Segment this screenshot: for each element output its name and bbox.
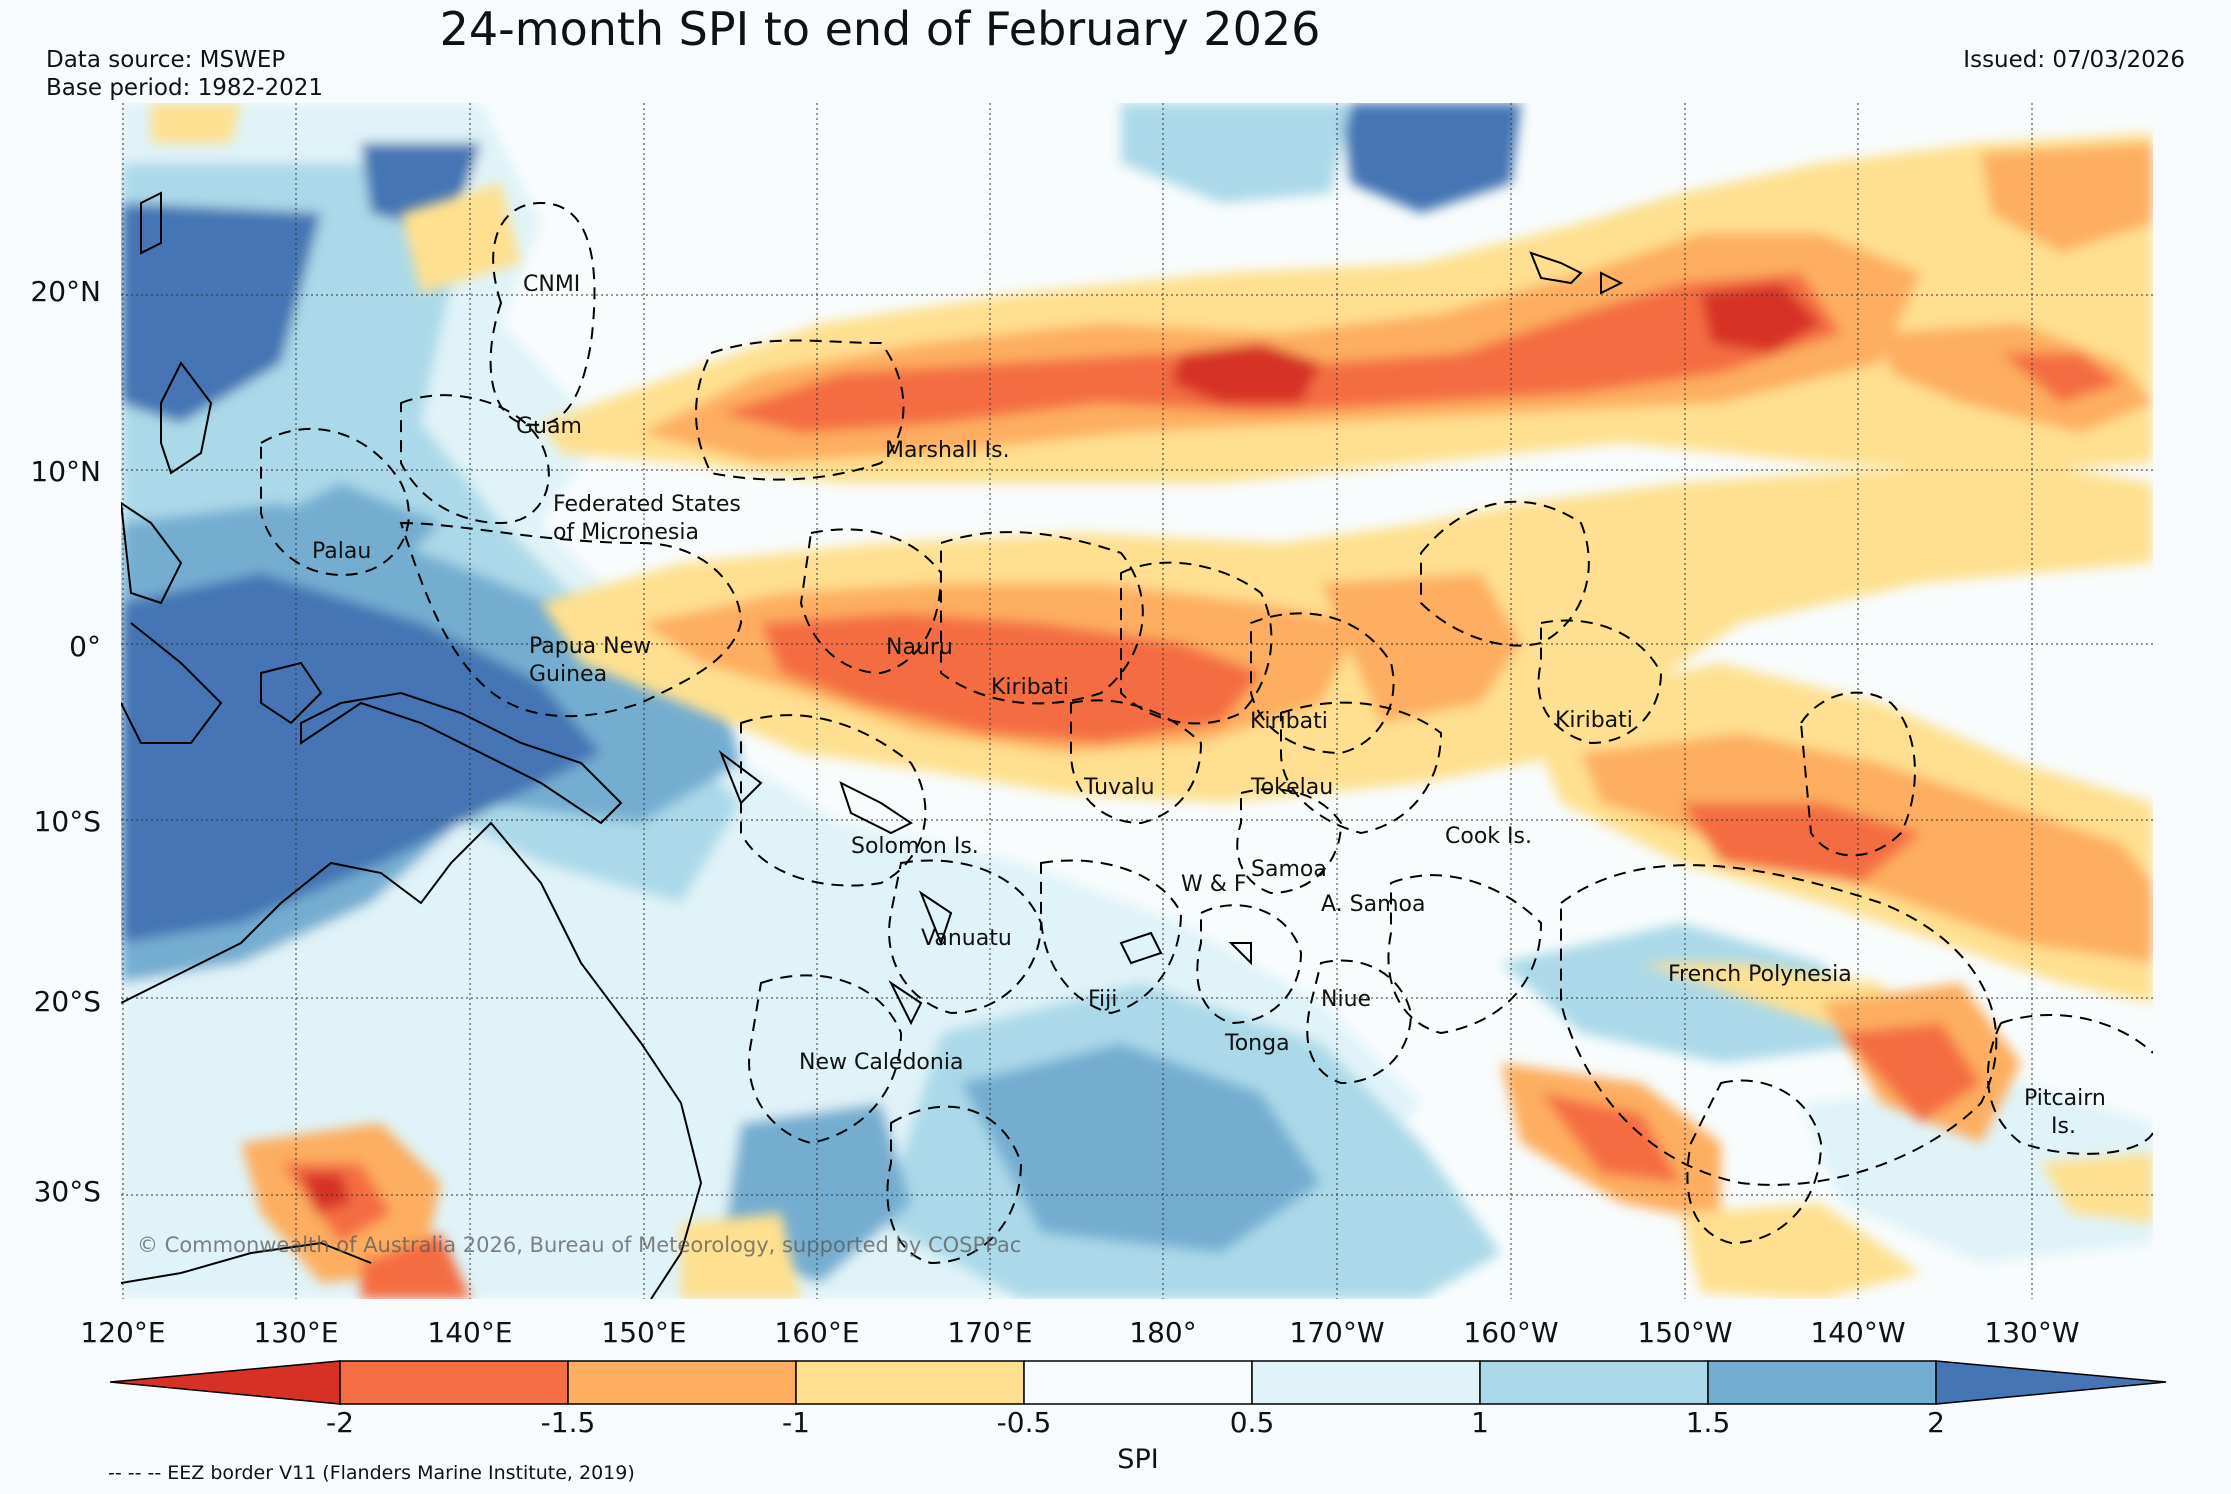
colorbar-bin-5	[1251, 1360, 1481, 1405]
coastlines	[121, 191, 1624, 1299]
colorbar-extend-low	[110, 1360, 341, 1405]
dry-anomaly-areas	[151, 103, 2153, 1299]
wet-anomaly-areas	[121, 103, 2153, 1299]
colorbar-tick: 2	[1927, 1406, 1945, 1439]
label-tuvalu: Tuvalu	[1084, 775, 1155, 800]
lon-label-170w: 170°W	[1289, 1316, 1385, 1349]
label-cnmi: CNMI	[523, 272, 581, 297]
label-kiribati-phoenix: Kiribati	[1250, 709, 1328, 734]
eez-footnote: -- -- -- EEZ border V11 (Flanders Marine…	[108, 1462, 635, 1484]
label-tonga: Tonga	[1225, 1031, 1290, 1056]
colorbar-tick: 0.5	[1229, 1406, 1275, 1439]
lon-label-170e: 170°E	[947, 1316, 1033, 1349]
lon-label-150w: 150°W	[1637, 1316, 1733, 1349]
lon-label-180: 180°	[1129, 1316, 1197, 1349]
label-pitcairn-line2: Is.	[2051, 1114, 2076, 1139]
label-new-caledonia: New Caledonia	[799, 1050, 964, 1075]
lon-label-150e: 150°E	[601, 1316, 687, 1349]
label-niue: Niue	[1321, 987, 1372, 1012]
label-cook-is: Cook Is.	[1445, 824, 1532, 849]
colorbar-extend-high	[1935, 1360, 2167, 1405]
lon-label-120e: 120°E	[80, 1316, 166, 1349]
label-vanuatu: Vanuatu	[921, 926, 1012, 951]
colorbar-bin-2	[567, 1360, 797, 1405]
label-fsm-line2: of Micronesia	[553, 520, 699, 545]
label-fsm-line1: Federated States	[553, 492, 741, 517]
label-nauru: Nauru	[886, 635, 953, 660]
colorbar-tick: 1.5	[1685, 1406, 1731, 1439]
spi-field	[121, 103, 2153, 1299]
colorbar-tick: -1.5	[540, 1406, 596, 1439]
colorbar-bin-3	[795, 1360, 1025, 1405]
copyright-notice: © Commonwealth of Australia 2026, Bureau…	[137, 1233, 1022, 1257]
data-source: Data source: MSWEP	[46, 47, 286, 73]
colorbar-tick: -0.5	[996, 1406, 1052, 1439]
lat-label-30s: 30°S	[33, 1175, 101, 1208]
lon-label-130w: 130°W	[1984, 1316, 2080, 1349]
colorbar-tick: 1	[1471, 1406, 1489, 1439]
eez-borders	[260, 201, 2153, 1265]
spi-map: CNMI Guam Marshall Is. Federated States …	[121, 103, 2153, 1299]
colorbar-bin-7	[1707, 1360, 1937, 1405]
lon-label-160w: 160°W	[1463, 1316, 1559, 1349]
graticule	[121, 103, 2153, 1299]
colorbar-bin-4	[1023, 1360, 1253, 1405]
label-palau: Palau	[312, 539, 372, 564]
lat-label-20n: 20°N	[30, 275, 101, 308]
colorbar-label: SPI	[1117, 1444, 1159, 1475]
label-wallis-futuna: W & F	[1181, 872, 1247, 897]
colorbar	[110, 1360, 2167, 1405]
label-american-samoa: A. Samoa	[1321, 892, 1426, 917]
label-kiribati-line: Kiribati	[1555, 708, 1633, 733]
lon-label-130e: 130°E	[253, 1316, 339, 1349]
lat-label-10n: 10°N	[30, 455, 101, 488]
label-pitcairn-line1: Pitcairn	[2024, 1086, 2106, 1111]
label-tokelau: Tokelau	[1251, 775, 1334, 800]
label-fiji: Fiji	[1088, 987, 1118, 1012]
label-png-line1: Papua New	[529, 634, 652, 659]
label-marshall-is: Marshall Is.	[885, 438, 1010, 463]
label-png-line2: Guinea	[529, 662, 608, 687]
lat-label-10s: 10°S	[33, 805, 101, 838]
lon-label-160e: 160°E	[774, 1316, 860, 1349]
base-period: Base period: 1982-2021	[46, 75, 324, 101]
lon-label-140e: 140°E	[427, 1316, 513, 1349]
label-french-polynesia: French Polynesia	[1668, 962, 1852, 987]
label-samoa: Samoa	[1251, 857, 1327, 882]
label-guam: Guam	[516, 414, 582, 439]
page-title: 24-month SPI to end of February 2026	[439, 2, 1321, 56]
label-kiribati-gilbert: Kiribati	[991, 675, 1069, 700]
lat-label-20s: 20°S	[33, 985, 101, 1018]
issued-date: Issued: 07/03/2026	[1963, 47, 2185, 73]
label-solomon-is: Solomon Is.	[851, 834, 979, 859]
lat-label-0: 0°	[69, 630, 101, 663]
data-info: Data source: MSWEP Base period: 1982-202…	[46, 46, 323, 102]
colorbar-tick: -1	[782, 1406, 810, 1439]
colorbar-bin-1	[339, 1360, 569, 1405]
lon-label-140w: 140°W	[1810, 1316, 1906, 1349]
colorbar-bin-6	[1479, 1360, 1709, 1405]
colorbar-tick: -2	[326, 1406, 354, 1439]
